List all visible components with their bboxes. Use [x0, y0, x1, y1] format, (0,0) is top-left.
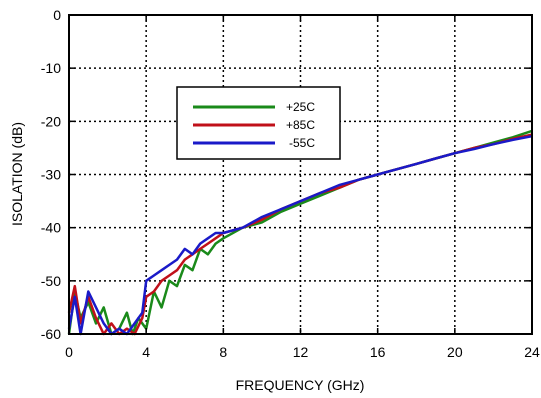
- tick-marks: [68, 14, 533, 335]
- y-tick-labels: 0 -10 -20 -30 -40 -50 -60: [41, 7, 61, 342]
- x-tick-label: 8: [219, 344, 227, 360]
- series-line-85c: [67, 133, 533, 336]
- x-tick-labels: 0 4 8 12 16 20 24: [65, 344, 540, 360]
- y-tick-label: -30: [41, 167, 61, 183]
- grid-lines: [69, 15, 532, 334]
- x-tick-label: 4: [142, 344, 150, 360]
- y-tick-label: -20: [41, 113, 61, 129]
- y-tick-label: -50: [41, 273, 61, 289]
- y-tick-label: -10: [41, 60, 61, 76]
- legend: +25C +85C -55C: [176, 86, 341, 160]
- x-axis-title: FREQUENCY (GHz): [236, 377, 365, 393]
- x-tick-label: 0: [65, 344, 73, 360]
- y-tick-label: -40: [41, 220, 61, 236]
- y-axis-title: ISOLATION (dB): [9, 122, 25, 226]
- legend-label-25c: +25C: [286, 100, 315, 114]
- y-tick-label: -60: [41, 326, 61, 342]
- legend-label-85c: +85C: [286, 118, 315, 132]
- x-tick-label: 20: [447, 344, 463, 360]
- x-tick-label: 16: [370, 344, 386, 360]
- x-tick-label: 24: [524, 344, 540, 360]
- legend-box: [176, 86, 341, 160]
- x-tick-label: 12: [293, 344, 309, 360]
- y-tick-label: 0: [53, 7, 61, 23]
- legend-label-minus55c: -55C: [289, 136, 315, 150]
